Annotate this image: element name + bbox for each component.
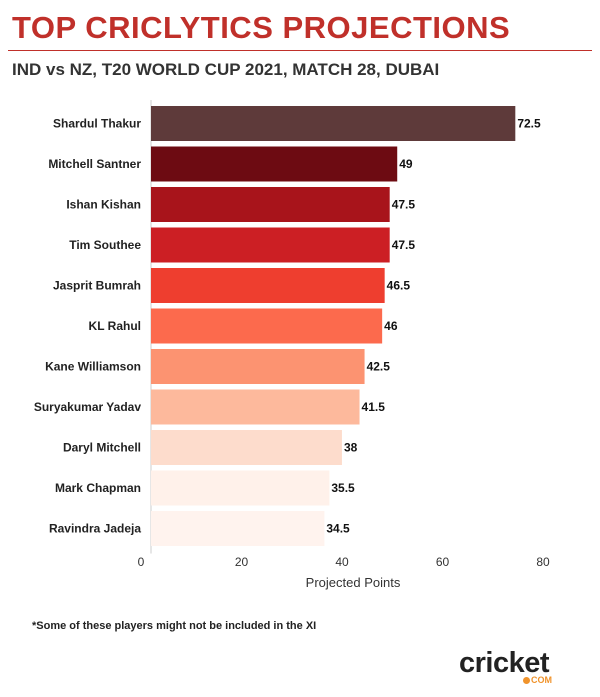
category-label: Shardul Thakur bbox=[53, 117, 141, 131]
category-label: KL Rahul bbox=[89, 319, 141, 333]
logo-suffix: COM bbox=[531, 675, 552, 685]
category-label: Tim Southee bbox=[69, 238, 141, 252]
bar bbox=[151, 349, 365, 384]
x-tick-label: 80 bbox=[536, 555, 550, 569]
data-label: 49 bbox=[399, 157, 413, 171]
data-label: 47.5 bbox=[392, 238, 416, 252]
x-tick-label: 20 bbox=[235, 555, 249, 569]
category-label: Suryakumar Yadav bbox=[34, 400, 142, 414]
data-label: 35.5 bbox=[331, 481, 355, 495]
category-label: Jasprit Bumrah bbox=[53, 279, 141, 293]
data-label: 34.5 bbox=[326, 522, 350, 536]
cricket-com-logo: cricket COM bbox=[459, 649, 574, 689]
x-tick-label: 40 bbox=[335, 555, 349, 569]
logo-wordmark: cricket bbox=[459, 647, 550, 679]
x-axis-label: Projected Points bbox=[306, 575, 401, 590]
data-label: 41.5 bbox=[362, 400, 386, 414]
bar bbox=[151, 308, 383, 344]
data-label: 47.5 bbox=[392, 198, 416, 212]
bar-chart: Shardul Thakur 72.5 Mitchell Santner 49 Isha… bbox=[34, 100, 550, 590]
title-divider bbox=[8, 50, 592, 51]
data-label: 72.5 bbox=[517, 117, 541, 131]
category-label: Ishan Kishan bbox=[66, 198, 141, 212]
bar bbox=[151, 106, 516, 141]
category-label: Daryl Mitchell bbox=[63, 441, 141, 455]
x-tick-label: 60 bbox=[436, 555, 450, 569]
bar bbox=[151, 430, 342, 465]
bar bbox=[151, 187, 390, 222]
data-label: 42.5 bbox=[367, 360, 391, 374]
chart-title: TOP CRICLYTICS PROJECTIONS bbox=[12, 10, 511, 45]
footnote: *Some of these players might not be incl… bbox=[32, 620, 317, 632]
data-label: 46 bbox=[384, 319, 398, 333]
category-label: Mitchell Santner bbox=[48, 157, 141, 171]
category-label: Ravindra Jadeja bbox=[49, 522, 141, 536]
data-label: 46.5 bbox=[387, 279, 411, 293]
x-tick-label: 0 bbox=[138, 555, 145, 569]
bar bbox=[151, 470, 330, 506]
bar bbox=[151, 146, 398, 182]
logo-dot-icon bbox=[523, 677, 530, 684]
bar bbox=[151, 389, 360, 425]
bar bbox=[151, 511, 325, 546]
category-label: Kane Williamson bbox=[45, 360, 141, 374]
bar bbox=[151, 268, 385, 303]
bar bbox=[151, 227, 390, 263]
data-label: 38 bbox=[344, 441, 358, 455]
chart-subtitle: IND vs NZ, T20 WORLD CUP 2021, MATCH 28,… bbox=[12, 60, 440, 79]
category-label: Mark Chapman bbox=[55, 481, 141, 495]
